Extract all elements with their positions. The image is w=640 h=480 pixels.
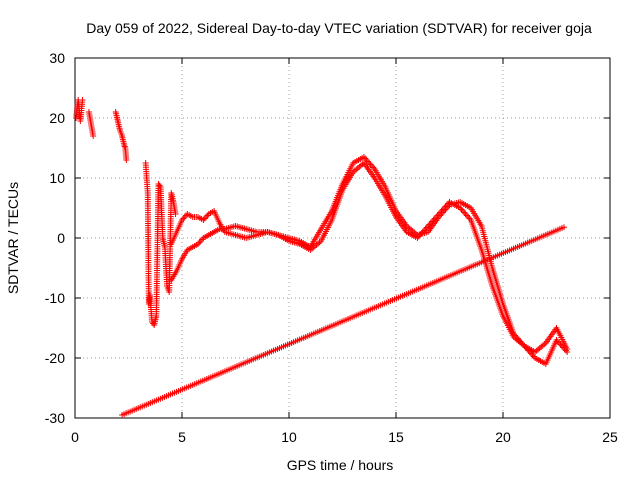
x-tick-label: 20 bbox=[495, 429, 511, 445]
data-point bbox=[439, 206, 446, 213]
x-tick-label: 0 bbox=[71, 429, 79, 445]
data-point bbox=[90, 133, 97, 139]
data-point bbox=[560, 224, 567, 231]
y-tick-labels: -30 -20 -10 0 10 20 30 bbox=[45, 50, 65, 426]
plot-area: 0 5 10 15 20 25 -30 -20 -10 0 10 20 30 bbox=[45, 50, 618, 445]
data-point bbox=[201, 215, 208, 222]
data-point bbox=[529, 352, 536, 358]
data-point bbox=[422, 226, 429, 232]
data-point bbox=[442, 203, 449, 210]
y-tick-label: 30 bbox=[49, 50, 65, 66]
data-point bbox=[123, 157, 130, 163]
data-point bbox=[462, 211, 469, 217]
data-point bbox=[435, 211, 442, 217]
data-marks bbox=[73, 97, 571, 418]
data-point bbox=[172, 211, 179, 217]
y-tick-label: -20 bbox=[45, 350, 65, 366]
data-point bbox=[156, 182, 163, 189]
data-point bbox=[441, 205, 448, 211]
x-tick-label: 10 bbox=[281, 429, 297, 445]
y-tick-label: -30 bbox=[45, 410, 65, 426]
data-point bbox=[438, 208, 445, 214]
data-point bbox=[459, 208, 466, 214]
x-tick-label: 15 bbox=[388, 429, 404, 445]
data-point bbox=[463, 212, 470, 219]
data-point bbox=[434, 212, 441, 219]
data-point bbox=[461, 209, 468, 216]
x-tick-labels: 0 5 10 15 20 25 bbox=[71, 429, 618, 445]
data-point bbox=[437, 209, 444, 216]
y-tick-label: 0 bbox=[57, 230, 65, 246]
data-point bbox=[362, 155, 369, 162]
data-point bbox=[197, 238, 204, 244]
x-tick-label: 25 bbox=[602, 429, 618, 445]
y-tick-label: 20 bbox=[49, 110, 65, 126]
axis-ticks bbox=[74, 57, 611, 419]
grid-lines bbox=[75, 58, 610, 418]
data-point bbox=[79, 97, 86, 103]
x-tick-label: 5 bbox=[178, 429, 186, 445]
y-tick-label: 10 bbox=[49, 170, 65, 186]
x-axis-title: GPS time / hours bbox=[287, 457, 394, 473]
data-point bbox=[465, 214, 472, 220]
data-point bbox=[121, 143, 128, 150]
chart-title: Day 059 of 2022, Sidereal Day-to-day VTE… bbox=[86, 20, 592, 36]
data-point bbox=[564, 346, 571, 352]
y-tick-label: -10 bbox=[45, 290, 65, 306]
y-axis-title: SDTVAR / TECUs bbox=[5, 182, 21, 294]
